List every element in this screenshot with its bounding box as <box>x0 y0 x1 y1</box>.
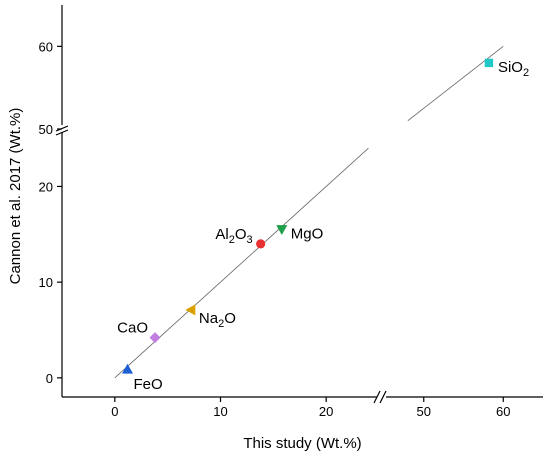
label-main: CaO <box>117 320 148 337</box>
label-feo: FeO <box>134 376 163 393</box>
one-to-one-line-lower <box>114 147 369 379</box>
point-feo <box>122 363 134 374</box>
y-tick-label: 60 <box>39 39 53 54</box>
y-tick-label: 50 <box>39 122 53 137</box>
x-tick-label: 20 <box>319 404 333 419</box>
label-main: Al <box>215 226 228 243</box>
y-axis-title: Cannon et al. 2017 (Wt.%) <box>7 108 24 285</box>
x-axis-break-gap <box>377 393 386 401</box>
label-al2o3: Al2O3 <box>215 226 252 246</box>
tick-labels: 0 10 20 50 60 0 10 20 50 60 <box>39 39 511 419</box>
label-main: MgO <box>291 226 324 243</box>
label-main: SiO <box>498 59 523 76</box>
x-axis-break-mark <box>379 390 387 404</box>
x-tick-label: 10 <box>213 404 227 419</box>
label-cao: CaO <box>117 320 148 337</box>
point-sio2 <box>484 58 494 68</box>
x-axis-title: This study (Wt.%) <box>243 435 361 452</box>
x-axis-break-mark <box>373 390 381 404</box>
point-mgo <box>276 225 288 235</box>
x-tick-label: 60 <box>496 404 510 419</box>
label-subscript: 2 <box>229 234 235 246</box>
point-na2o <box>185 304 196 316</box>
label-main: FeO <box>134 376 163 393</box>
point-cao <box>149 332 161 344</box>
label-mgo: MgO <box>291 226 324 243</box>
y-tick-label: 10 <box>39 275 53 290</box>
label-subscript: 2 <box>523 67 529 79</box>
x-tick-label: 50 <box>417 404 431 419</box>
y-axis-break-mark <box>55 129 69 136</box>
data-points <box>122 58 494 374</box>
label-subscript: 2 <box>218 318 224 330</box>
label-tail: O <box>224 310 236 327</box>
y-tick-label: 0 <box>46 371 53 386</box>
one-to-one-line <box>114 46 504 379</box>
label-sio2: SiO2 <box>498 59 529 79</box>
x-tick-label: 0 <box>111 404 118 419</box>
label-tail: O <box>235 226 247 243</box>
label-na2o: Na2O <box>199 310 236 330</box>
axes <box>55 5 543 404</box>
label-main: Na <box>199 310 219 327</box>
one-to-one-line-upper <box>407 46 504 122</box>
point-al2o3 <box>256 239 266 249</box>
label-subscript: 3 <box>247 234 253 246</box>
y-tick-label: 20 <box>39 179 53 194</box>
